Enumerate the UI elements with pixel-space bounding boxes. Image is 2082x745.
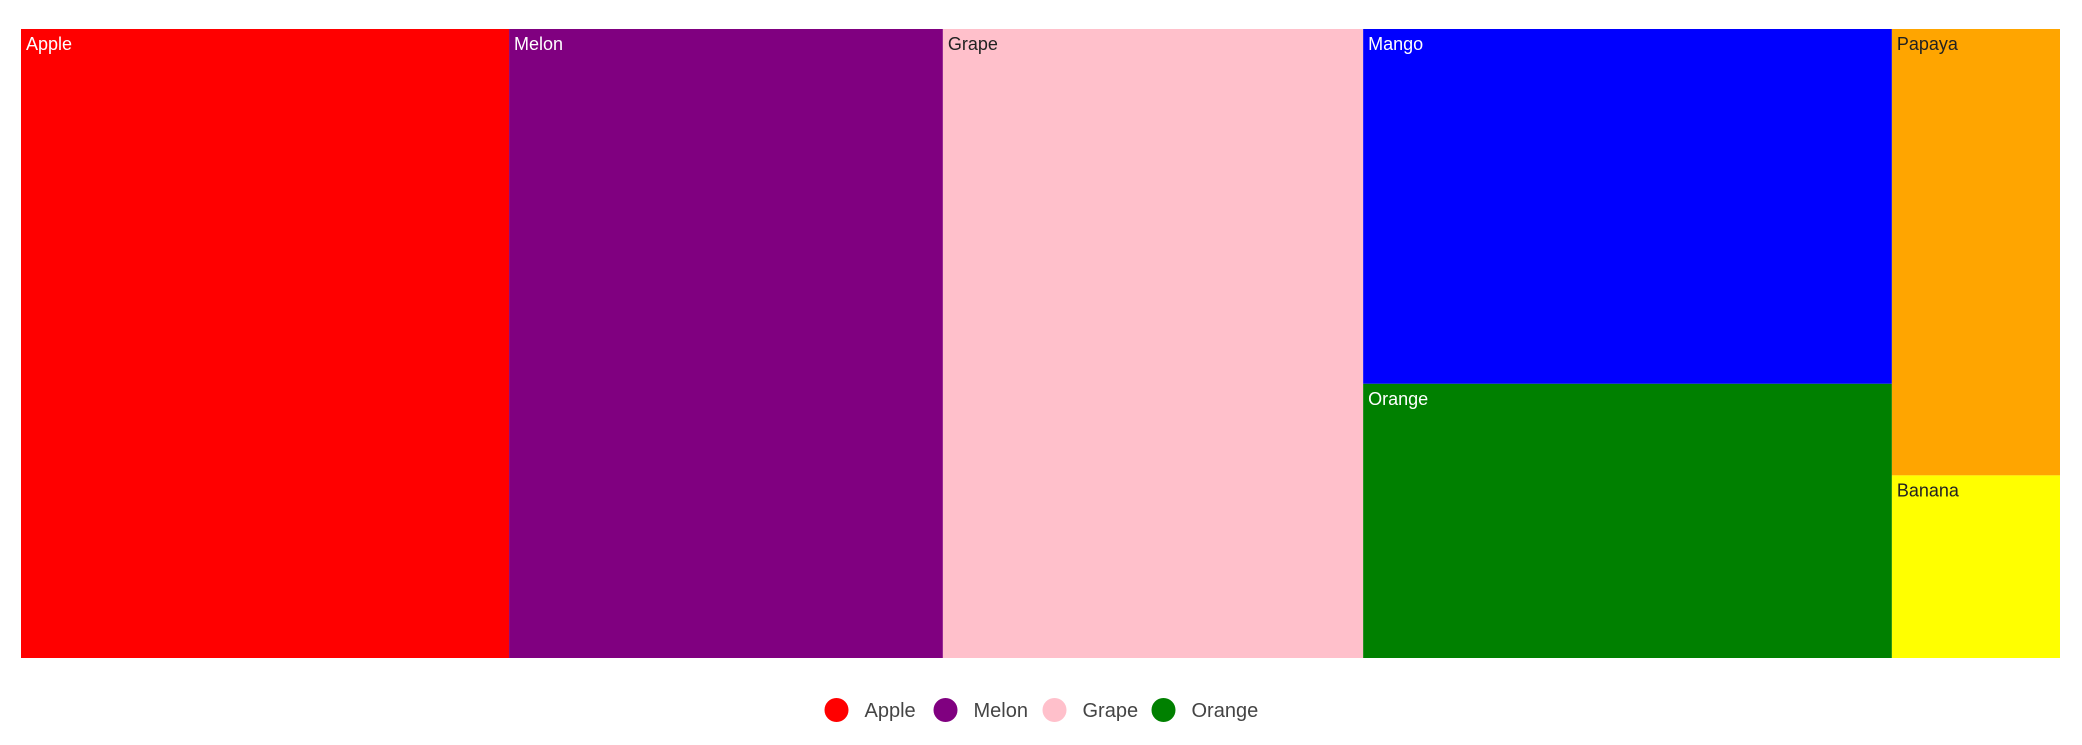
legend-label-grape: Grape <box>1083 700 1139 722</box>
treemap-tile-grape[interactable] <box>942 29 1364 658</box>
treemap-tile-melon[interactable] <box>509 29 943 658</box>
treemap-label-papaya: Papaya <box>1897 34 1959 54</box>
treemap-tile-orange[interactable] <box>1363 383 1892 658</box>
legend-marker-orange <box>1151 698 1176 722</box>
treemap-label-melon: Melon <box>514 34 563 54</box>
legend-item-orange[interactable]: Orange <box>1151 698 1259 722</box>
legend-marker-apple <box>824 698 849 722</box>
treemap-label-orange: Orange <box>1368 389 1428 409</box>
treemap-label-grape: Grape <box>948 34 998 54</box>
legend-label-apple: Apple <box>865 700 916 722</box>
legend-item-apple[interactable]: Apple <box>824 698 916 722</box>
legend-item-grape[interactable]: Grape <box>1042 698 1139 722</box>
treemap-label-mango: Mango <box>1368 34 1423 54</box>
legend-label-orange: Orange <box>1192 700 1259 722</box>
treemap-tile-apple[interactable] <box>21 29 510 658</box>
treemap-tile-mango[interactable] <box>1363 29 1892 384</box>
treemap-label-banana: Banana <box>1897 480 1960 500</box>
legend-item-melon[interactable]: Melon <box>933 698 1028 722</box>
legend: Apple Melon Grape Orange <box>824 698 1259 722</box>
legend-label-melon: Melon <box>974 700 1028 722</box>
treemap-tile-papaya[interactable] <box>1891 29 2060 476</box>
legend-marker-grape <box>1042 698 1067 722</box>
treemap-label-apple: Apple <box>26 34 72 54</box>
treemap-tile-banana[interactable] <box>1891 475 2060 658</box>
legend-marker-melon <box>933 698 958 722</box>
